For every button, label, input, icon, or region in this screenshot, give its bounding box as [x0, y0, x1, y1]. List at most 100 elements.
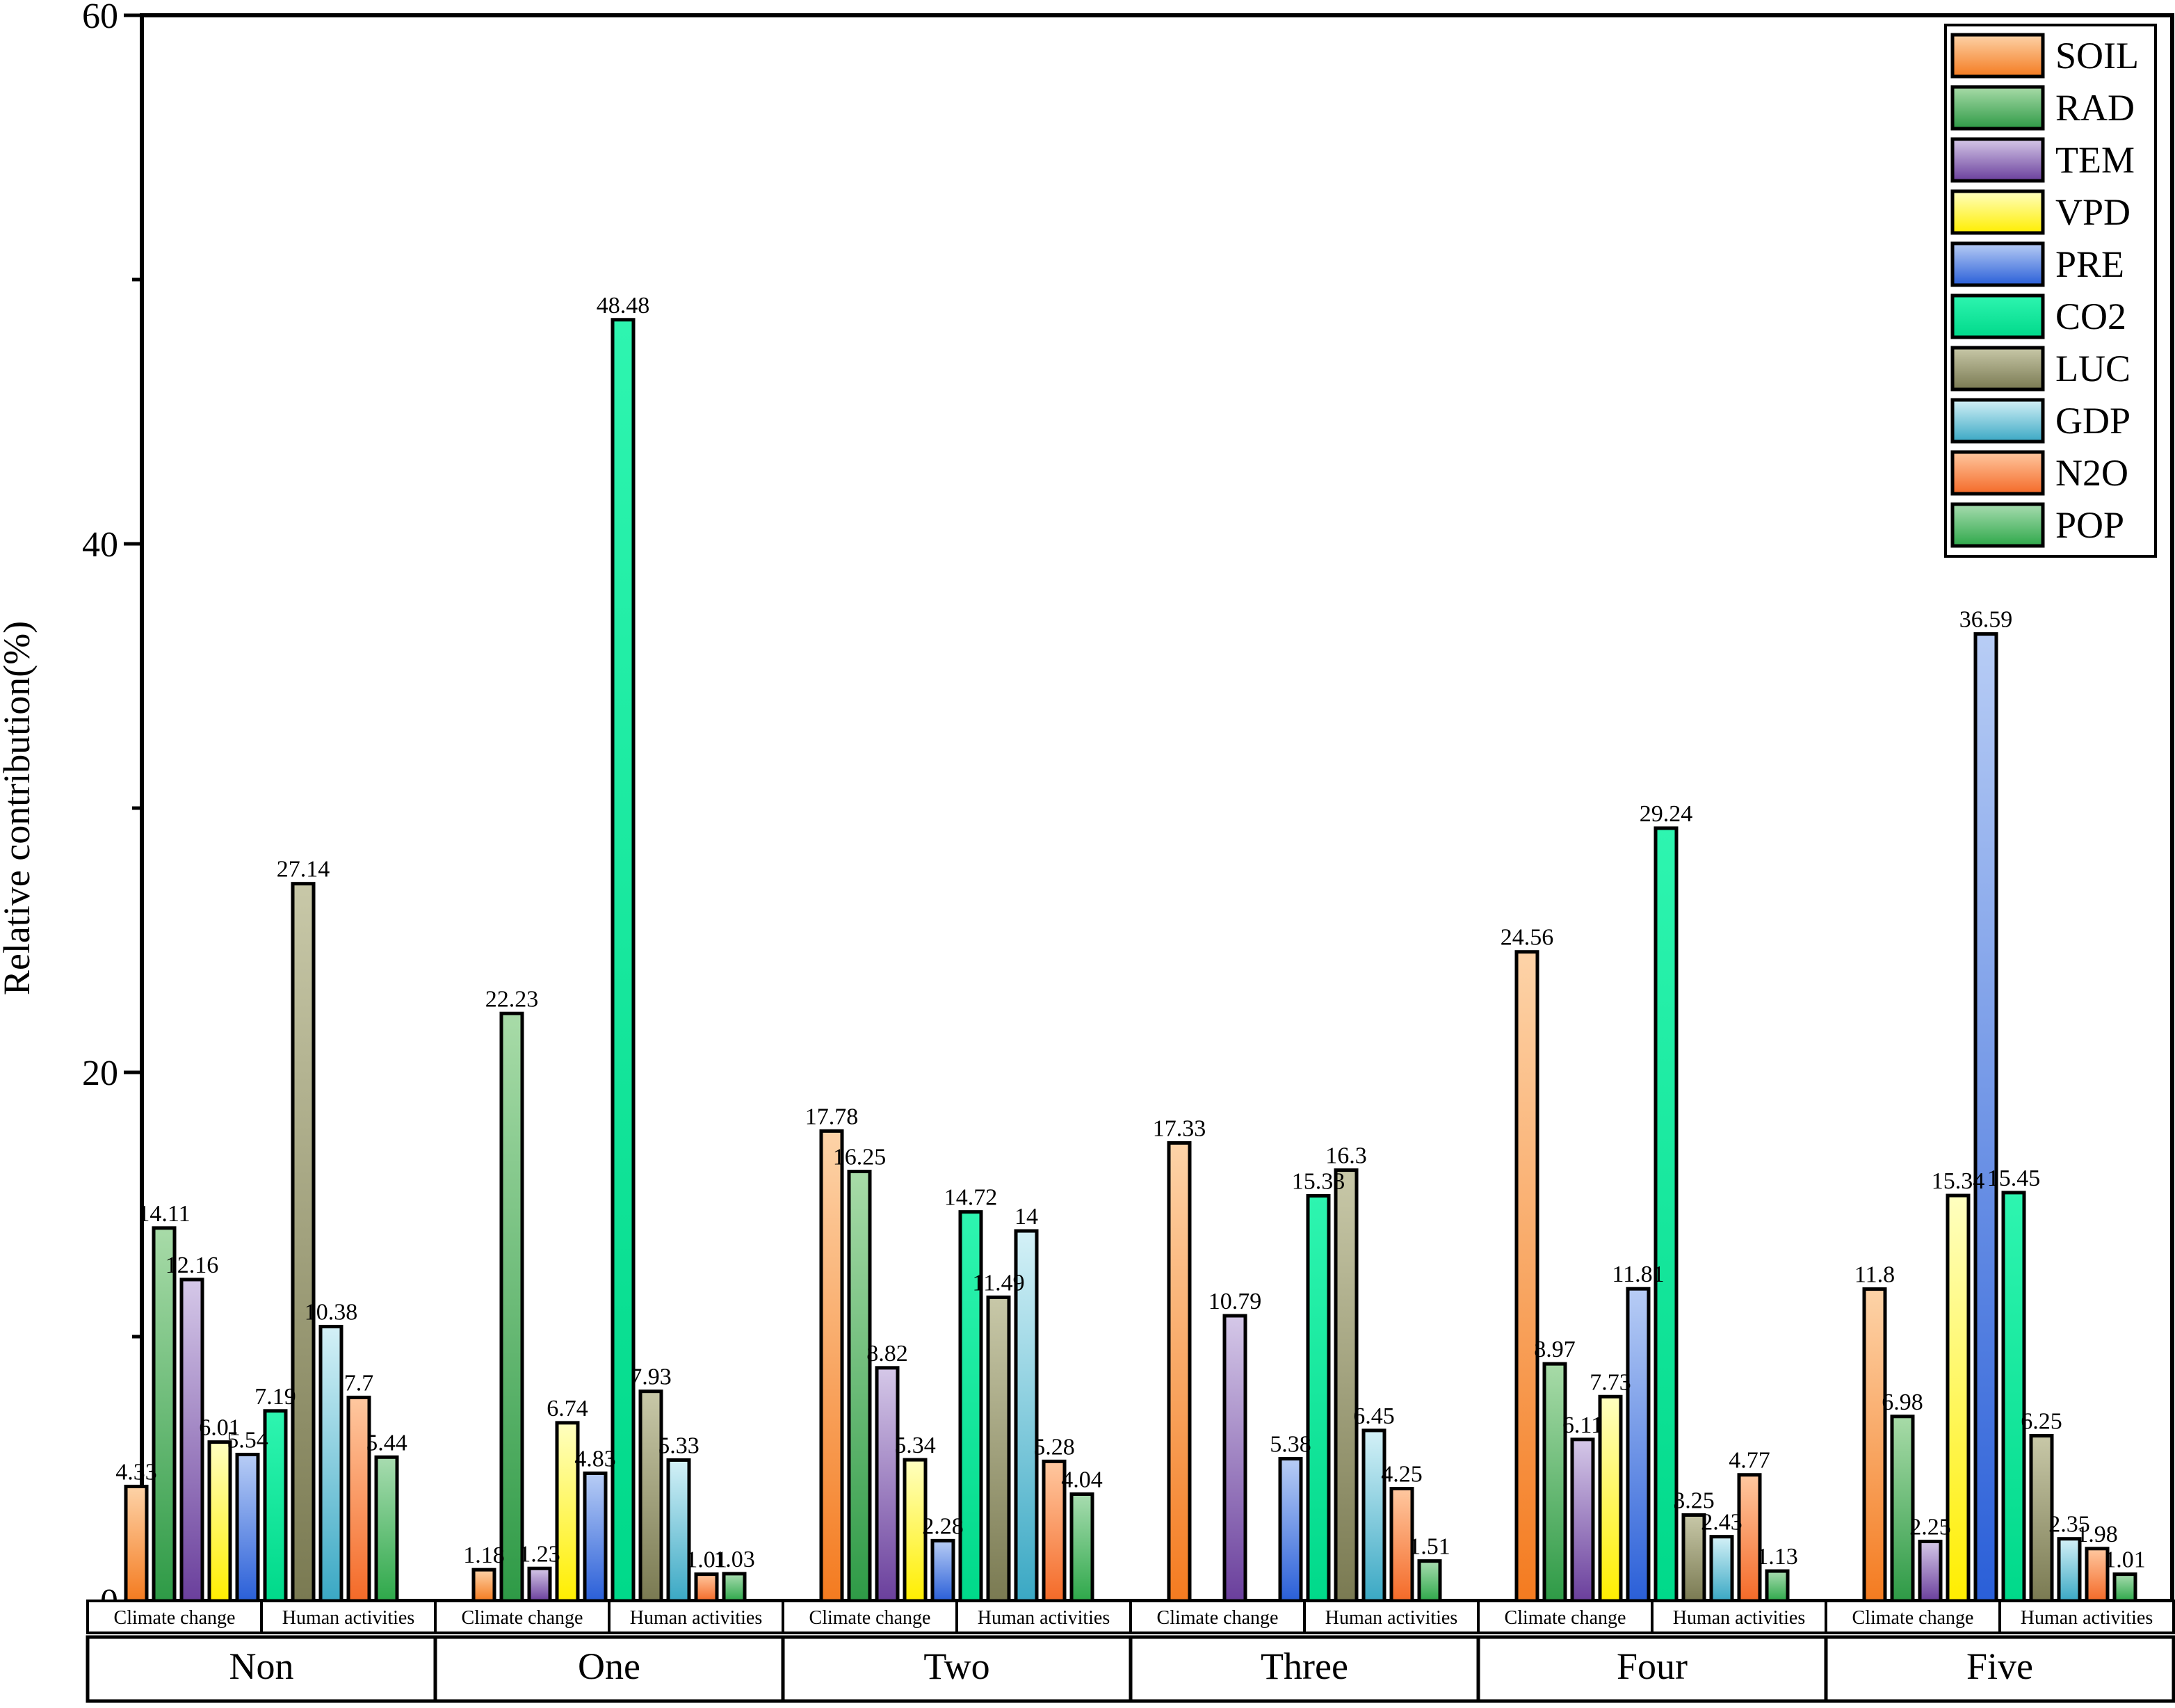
bar-tem-two: [875, 1366, 900, 1603]
data-label: 17.78: [805, 1104, 859, 1129]
data-label: 22.23: [485, 986, 539, 1012]
subgroup-box: [1651, 1600, 1827, 1634]
data-label: 7.93: [630, 1364, 672, 1390]
data-label: 1.03: [713, 1547, 755, 1572]
data-label: 48.48: [597, 293, 650, 319]
legend-swatch-rad[interactable]: [1950, 85, 2045, 131]
legend-label-co2[interactable]: CO2: [2055, 296, 2126, 337]
legend-swatch-pop[interactable]: [1950, 502, 2045, 548]
group-box: [1476, 1635, 1828, 1703]
data-label: 6.98: [1882, 1389, 1923, 1415]
subgroup-box: [1477, 1600, 1654, 1634]
data-label: 4.25: [1381, 1462, 1423, 1488]
data-label: 2.43: [1701, 1510, 1743, 1536]
legend-label-n2o[interactable]: N2O: [2055, 452, 2128, 494]
subgroup-label: Climate change: [809, 1607, 931, 1629]
bar-luc-one: [638, 1389, 663, 1603]
data-label: 1.13: [1756, 1544, 1798, 1570]
legend[interactable]: SOIL RAD TEM VPD PRE CO2 LUC GDP N2O POP: [1944, 24, 2157, 558]
bar-pre-non: [235, 1452, 260, 1603]
data-label: 2.25: [1909, 1515, 1951, 1540]
data-label: 14: [1014, 1204, 1038, 1230]
data-label: 11.8: [1854, 1262, 1895, 1288]
bar-soil-four: [1514, 950, 1539, 1603]
data-label: 6.01: [199, 1415, 241, 1441]
legend-label-soil[interactable]: SOIL: [2055, 35, 2139, 76]
bar-gdp-four: [1709, 1535, 1734, 1603]
subgroup-label: Climate change: [1157, 1607, 1279, 1629]
bar-co2-two: [958, 1210, 983, 1603]
bar-co2-four: [1654, 826, 1679, 1603]
subgroup-label: Human activities: [2021, 1607, 2153, 1629]
bar-tem-four: [1570, 1437, 1595, 1603]
legend-label-pop[interactable]: POP: [2055, 504, 2124, 546]
legend-label-tem[interactable]: TEM: [2055, 139, 2135, 181]
bar-tem-non: [179, 1278, 204, 1603]
legend-label-rad[interactable]: RAD: [2055, 87, 2135, 129]
subgroup-box: [1998, 1600, 2175, 1634]
bar-soil-non: [124, 1484, 149, 1603]
data-label: 7.7: [344, 1370, 374, 1396]
legend-label-pre[interactable]: PRE: [2055, 243, 2124, 285]
data-label: 2.35: [2048, 1512, 2090, 1538]
data-label: 4.83: [574, 1446, 616, 1472]
data-label: 15.34: [1932, 1168, 1985, 1194]
data-label: 29.24: [1640, 801, 1693, 827]
data-label: 1.98: [2076, 1522, 2118, 1547]
data-label: 10.79: [1208, 1289, 1262, 1314]
bar-co2-five: [2001, 1191, 2026, 1603]
group-label: One: [578, 1645, 640, 1687]
subgroup-label: Human activities: [282, 1607, 415, 1629]
legend-label-luc[interactable]: LUC: [2055, 348, 2130, 389]
bar-pre-five: [1973, 632, 1998, 1603]
subgroup-label: Climate change: [462, 1607, 583, 1629]
bar-rad-five: [1890, 1415, 1915, 1603]
bar-rad-two: [847, 1170, 872, 1603]
legend-label-gdp[interactable]: GDP: [2055, 400, 2130, 442]
legend-swatch-pre[interactable]: [1950, 241, 2045, 287]
bars: [124, 318, 2137, 1603]
bar-n2o-two: [1042, 1459, 1067, 1603]
bar-pop-one: [722, 1572, 747, 1603]
bar-pop-non: [374, 1455, 399, 1603]
subgroup-box: [955, 1600, 1132, 1634]
bar-soil-five: [1862, 1287, 1887, 1603]
data-label: 1.51: [1409, 1534, 1450, 1560]
bar-tem-three: [1222, 1314, 1247, 1603]
legend-swatch-vpd[interactable]: [1950, 189, 2045, 235]
data-label: 7.73: [1590, 1369, 1631, 1395]
subgroup-label: Human activities: [1325, 1607, 1458, 1629]
data-label: 6.74: [547, 1396, 588, 1421]
legend-label-vpd[interactable]: VPD: [2055, 191, 2130, 233]
legend-swatch-soil[interactable]: [1950, 33, 2045, 79]
data-label: 27.14: [277, 857, 330, 883]
legend-swatch-luc[interactable]: [1950, 346, 2045, 392]
data-label: 11.49: [972, 1270, 1024, 1296]
data-label: 1.01: [2104, 1547, 2146, 1573]
data-label: 8.97: [1534, 1337, 1576, 1362]
data-label: 6.25: [2021, 1409, 2062, 1435]
bar-co2-non: [263, 1409, 288, 1603]
data-label: 17.33: [1153, 1115, 1206, 1141]
data-label: 16.25: [833, 1145, 887, 1170]
bar-luc-four: [1681, 1513, 1706, 1603]
legend-swatch-co2[interactable]: [1950, 293, 2045, 339]
legend-swatch-n2o[interactable]: [1950, 450, 2045, 496]
bar-n2o-four: [1737, 1473, 1762, 1603]
group-label: Five: [1966, 1645, 2033, 1687]
group-label: Two: [923, 1645, 989, 1687]
legend-swatch-tem[interactable]: [1950, 137, 2045, 183]
data-label: 6.45: [1353, 1403, 1395, 1429]
group-box: [1129, 1635, 1480, 1703]
data-label: 7.19: [254, 1384, 296, 1410]
bar-rad-one: [499, 1011, 524, 1603]
subgroup-box: [260, 1600, 437, 1634]
data-label: 1.18: [463, 1542, 505, 1568]
data-label: 6.11: [1562, 1412, 1603, 1438]
legend-swatch-gdp[interactable]: [1950, 398, 2045, 444]
bar-tem-one: [527, 1566, 552, 1603]
subgroup-box: [1303, 1600, 1480, 1634]
group-box: [1824, 1635, 2175, 1703]
data-label: 5.38: [1270, 1432, 1311, 1458]
bar-gdp-non: [318, 1325, 343, 1603]
